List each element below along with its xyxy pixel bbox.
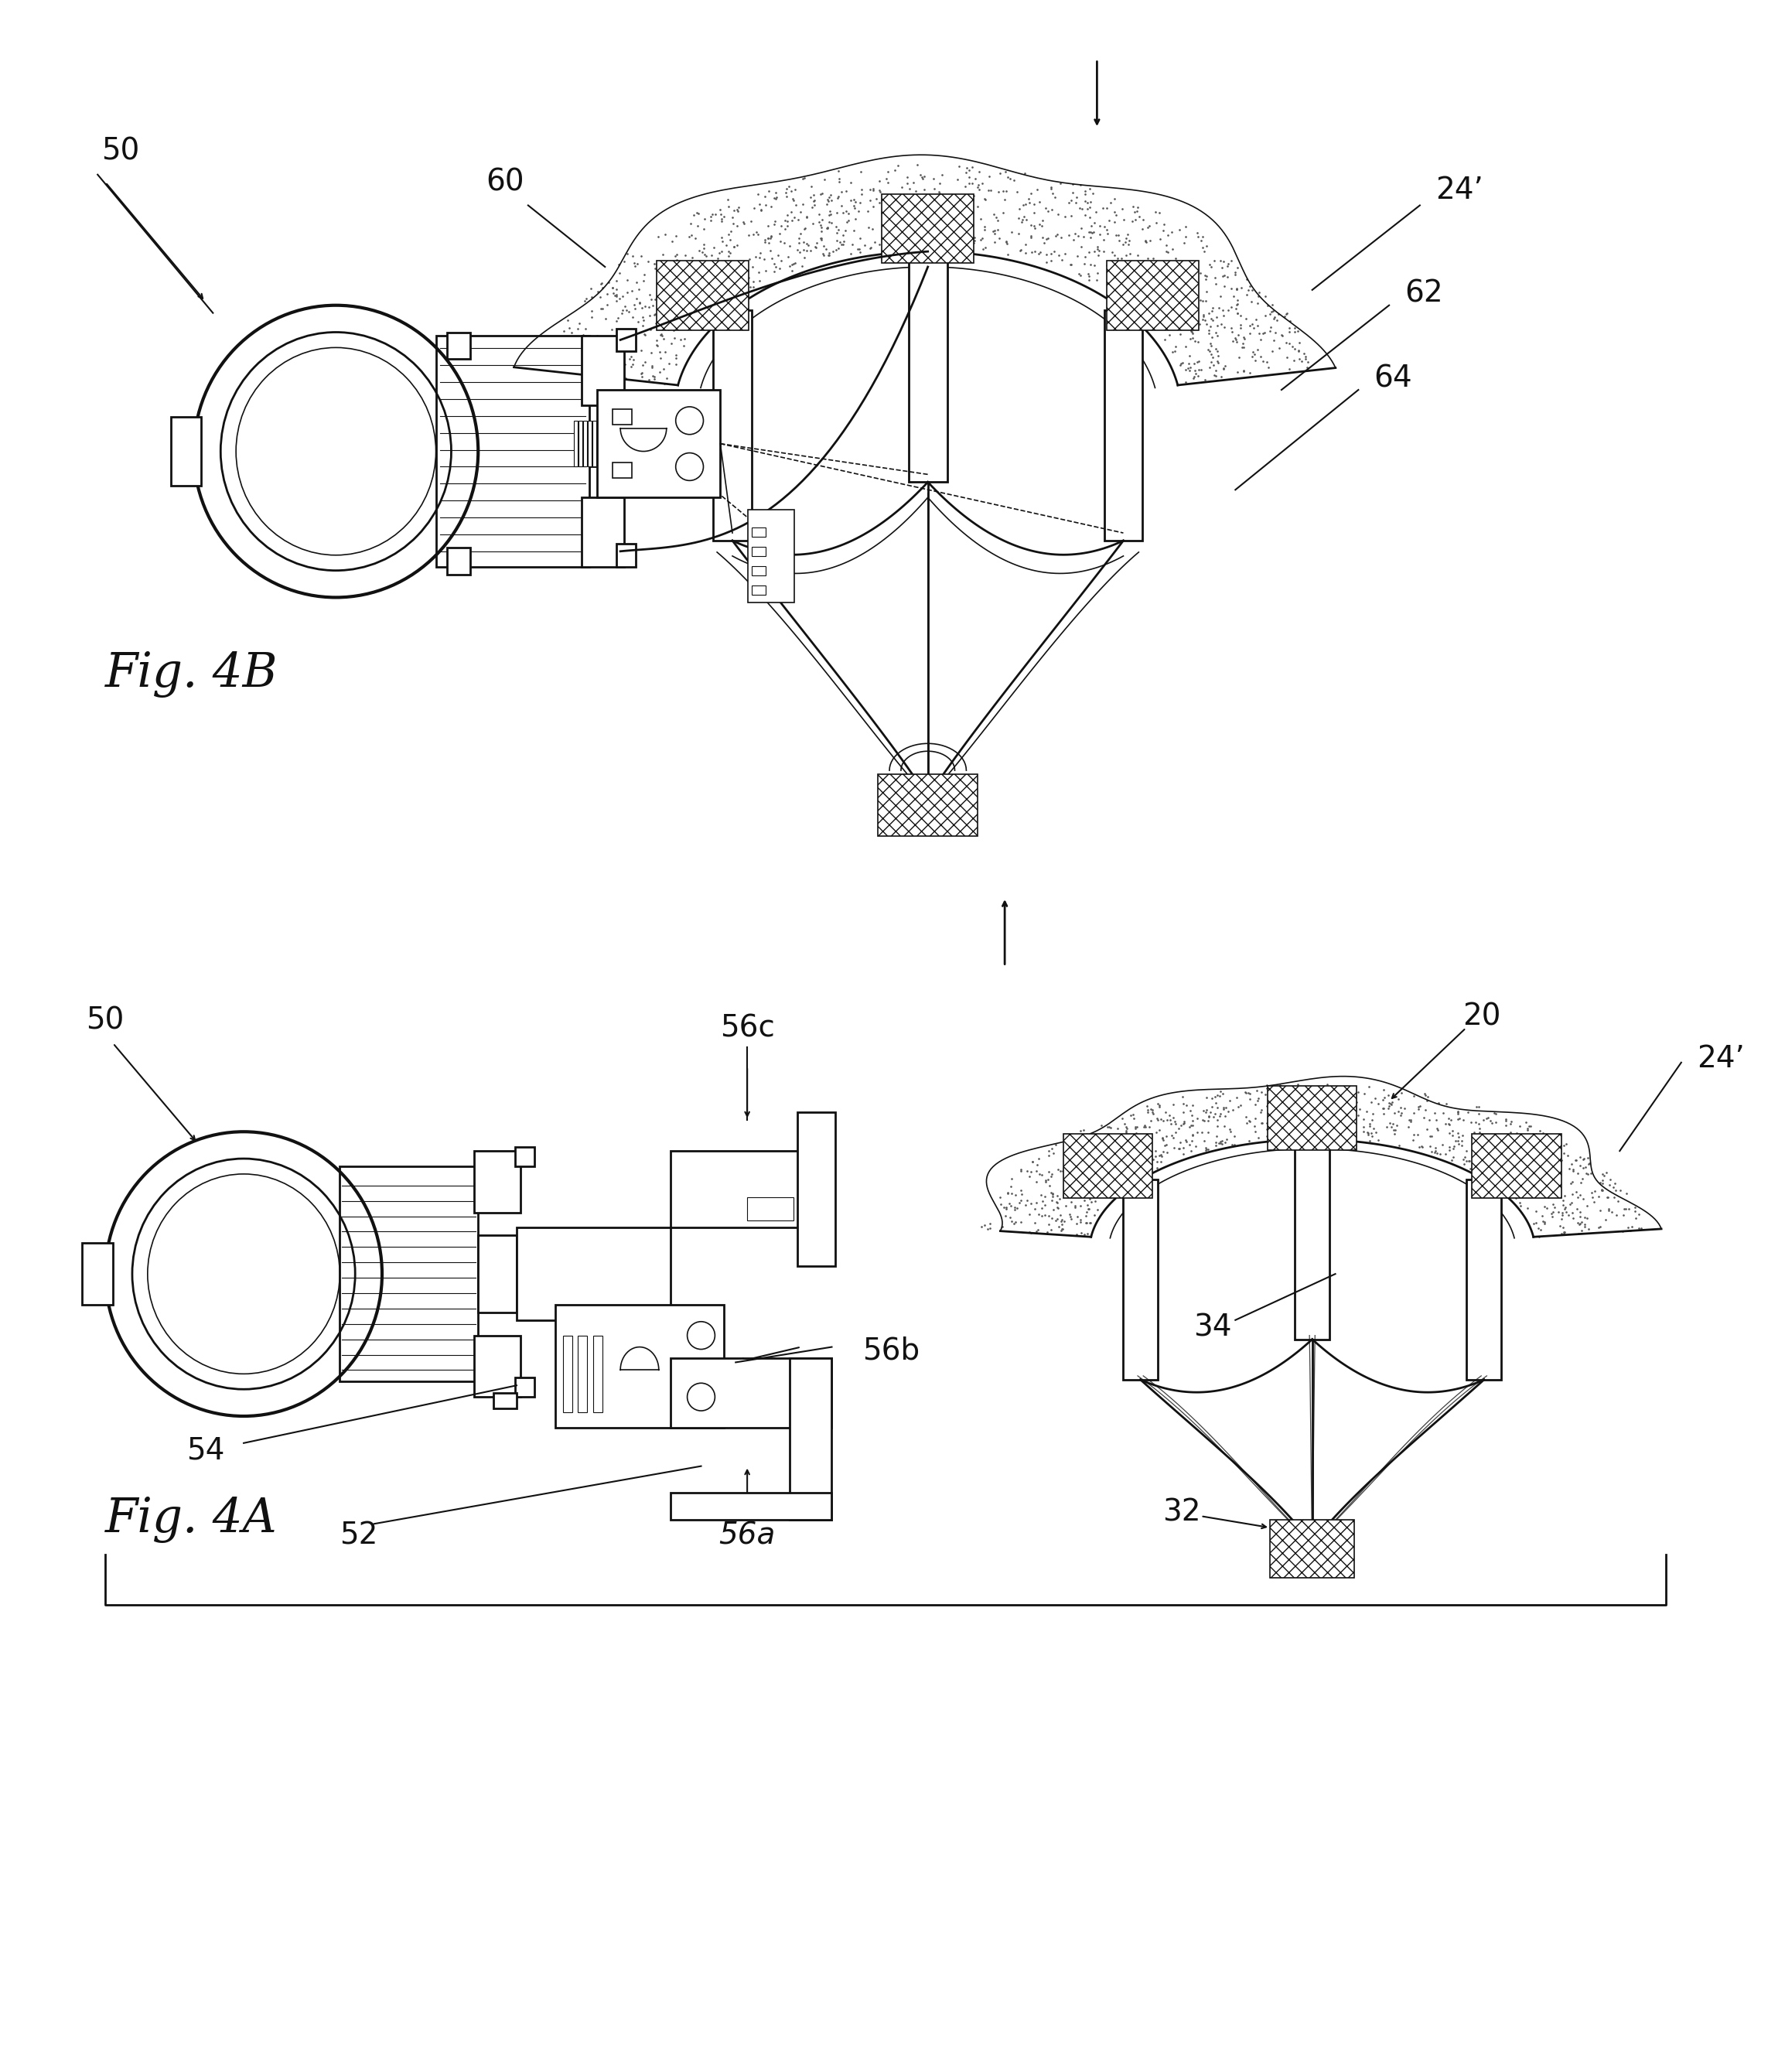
- Bar: [1473, 1133, 1562, 1198]
- Bar: [751, 584, 766, 595]
- Bar: [448, 547, 471, 574]
- Bar: [612, 408, 632, 425]
- Bar: [671, 1359, 832, 1428]
- Text: 20: 20: [1462, 1001, 1501, 1032]
- Bar: [1269, 1521, 1355, 1577]
- Bar: [448, 332, 471, 358]
- Bar: [878, 775, 978, 835]
- Bar: [82, 1243, 112, 1305]
- Bar: [748, 510, 794, 603]
- Bar: [436, 336, 589, 566]
- Bar: [578, 421, 582, 466]
- Bar: [171, 416, 202, 487]
- Bar: [714, 311, 751, 541]
- Text: 64: 64: [1374, 363, 1412, 394]
- Bar: [562, 1336, 571, 1413]
- Bar: [616, 543, 635, 566]
- Bar: [789, 1359, 832, 1521]
- Text: Fig. 4A: Fig. 4A: [105, 1496, 278, 1544]
- Bar: [1123, 1179, 1158, 1380]
- Bar: [587, 421, 593, 466]
- Text: 54: 54: [186, 1436, 225, 1465]
- Text: 32: 32: [1162, 1498, 1201, 1527]
- Bar: [339, 1167, 478, 1382]
- Bar: [882, 195, 975, 263]
- Text: 56a: 56a: [719, 1521, 775, 1550]
- Bar: [657, 261, 750, 329]
- Bar: [589, 435, 598, 466]
- Bar: [909, 251, 948, 483]
- Text: 24’: 24’: [1696, 1044, 1744, 1073]
- Bar: [582, 336, 625, 406]
- Bar: [616, 327, 635, 352]
- Bar: [1064, 1133, 1153, 1198]
- Text: 50: 50: [86, 1005, 125, 1034]
- Bar: [748, 1198, 793, 1220]
- Bar: [593, 1336, 603, 1413]
- Bar: [516, 1229, 671, 1320]
- Text: 56c: 56c: [719, 1013, 775, 1042]
- Bar: [671, 1150, 832, 1229]
- Bar: [475, 1336, 521, 1397]
- Bar: [493, 1392, 516, 1409]
- Circle shape: [677, 454, 703, 481]
- Bar: [612, 462, 632, 479]
- Bar: [584, 421, 587, 466]
- Bar: [1267, 1086, 1357, 1150]
- Text: 56b: 56b: [862, 1336, 919, 1365]
- Circle shape: [687, 1384, 716, 1411]
- Bar: [475, 1150, 521, 1212]
- Bar: [751, 566, 766, 576]
- Bar: [798, 1113, 835, 1266]
- Bar: [575, 421, 578, 466]
- Text: 34: 34: [1192, 1314, 1232, 1343]
- Text: 24’: 24’: [1435, 176, 1483, 205]
- Bar: [751, 547, 766, 555]
- Bar: [751, 528, 766, 537]
- Circle shape: [687, 1322, 716, 1349]
- Bar: [1107, 261, 1200, 329]
- Bar: [578, 1336, 587, 1413]
- Text: 50: 50: [102, 137, 139, 166]
- Text: 52: 52: [339, 1521, 378, 1550]
- Text: 62: 62: [1405, 280, 1442, 309]
- Bar: [516, 1378, 534, 1397]
- Bar: [593, 421, 596, 466]
- Bar: [516, 1148, 534, 1167]
- Bar: [582, 497, 625, 566]
- Bar: [671, 1494, 832, 1521]
- Bar: [1105, 311, 1142, 541]
- Bar: [1467, 1179, 1501, 1380]
- Bar: [1294, 1140, 1330, 1339]
- Text: Fig. 4B: Fig. 4B: [105, 651, 278, 698]
- Bar: [555, 1305, 725, 1428]
- Circle shape: [677, 406, 703, 435]
- Bar: [478, 1235, 516, 1312]
- Bar: [598, 390, 721, 497]
- Text: 60: 60: [486, 168, 525, 197]
